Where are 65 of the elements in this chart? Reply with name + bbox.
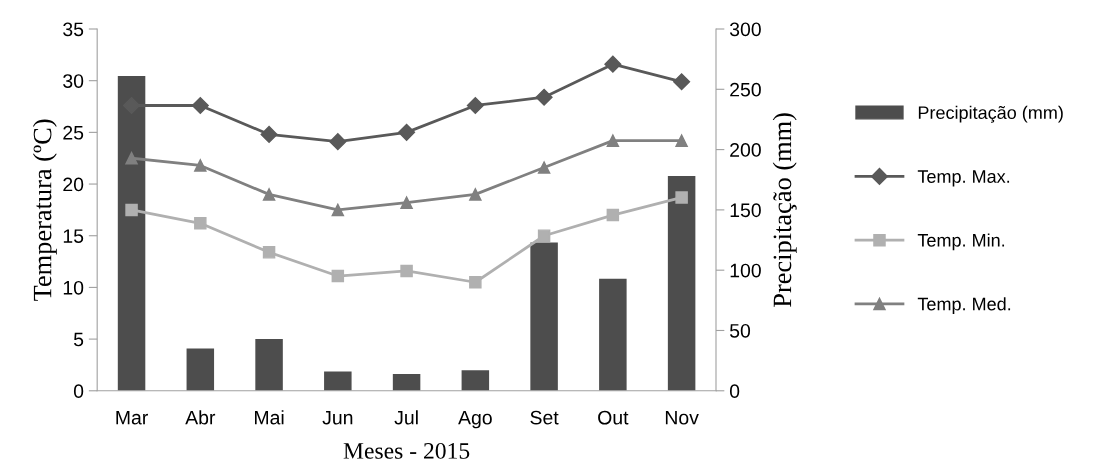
x-tick-label: Ago xyxy=(458,410,492,429)
y2-tick-label: 250 xyxy=(730,82,761,97)
y2-tick-label: 300 xyxy=(729,22,761,37)
y2-tick-label: 100 xyxy=(730,263,761,278)
y2-tick-label: 50 xyxy=(729,323,751,338)
y-tick-label: 35 xyxy=(63,22,84,37)
point xyxy=(673,73,691,91)
x-tick-label: Nov xyxy=(665,410,699,425)
legend-label: Temp. Med. xyxy=(917,297,1011,315)
x-tick-label: Mai xyxy=(255,410,284,425)
y2-axis-title: Precipitação (mm) xyxy=(772,113,797,307)
point xyxy=(329,133,347,151)
x-tick-label: Jul xyxy=(394,410,418,425)
point xyxy=(331,269,345,283)
x-tick-label: Abr xyxy=(185,410,216,425)
y2-tick-label: 150 xyxy=(730,203,761,218)
y-tick-label: 20 xyxy=(63,177,84,192)
bar xyxy=(255,338,283,391)
point xyxy=(606,208,620,222)
y-tick-label: 15 xyxy=(63,229,84,243)
legend-label: Temp. Min. xyxy=(917,233,1005,251)
point xyxy=(125,151,138,165)
point xyxy=(606,134,620,147)
legend-label: Temp. Max. xyxy=(917,170,1010,187)
y-tick-label: 0 xyxy=(73,384,84,399)
point xyxy=(469,275,482,289)
bar xyxy=(667,176,696,391)
point xyxy=(262,246,276,259)
y-tick-label: 30 xyxy=(63,74,84,88)
bar xyxy=(392,373,421,391)
bar xyxy=(186,348,215,391)
point xyxy=(125,203,138,217)
point xyxy=(331,203,345,217)
point xyxy=(675,134,688,147)
point xyxy=(260,125,278,143)
point xyxy=(194,159,207,172)
point xyxy=(469,188,482,201)
x-tick-label: Set xyxy=(530,410,559,425)
y-tick-label: 5 xyxy=(73,332,84,347)
point xyxy=(398,123,416,141)
y-axis-title: Temperatura (ºC) xyxy=(32,119,57,301)
point xyxy=(604,55,622,73)
legend-label: Precipitação (mm) xyxy=(918,105,1063,123)
point xyxy=(466,96,484,115)
bar xyxy=(530,242,558,391)
x-tick-label: Out xyxy=(598,410,629,425)
bar xyxy=(461,370,490,391)
x-tick-label: Jun xyxy=(322,410,353,425)
point xyxy=(262,188,276,201)
bar xyxy=(324,371,352,391)
point xyxy=(400,196,413,209)
point xyxy=(537,161,551,174)
point xyxy=(537,229,551,242)
y2-tick-label: 200 xyxy=(730,143,761,157)
y-tick-label: 25 xyxy=(63,125,84,140)
point xyxy=(194,217,207,230)
point xyxy=(191,96,209,115)
point xyxy=(675,191,688,204)
y2-tick-label: 0 xyxy=(729,384,740,399)
x-tick-label: Mar xyxy=(116,410,148,425)
point xyxy=(535,88,553,106)
y-tick-label: 10 xyxy=(63,280,84,295)
bar xyxy=(599,278,627,391)
point xyxy=(400,264,413,278)
x-axis-title: Meses - 2015 xyxy=(343,442,470,459)
